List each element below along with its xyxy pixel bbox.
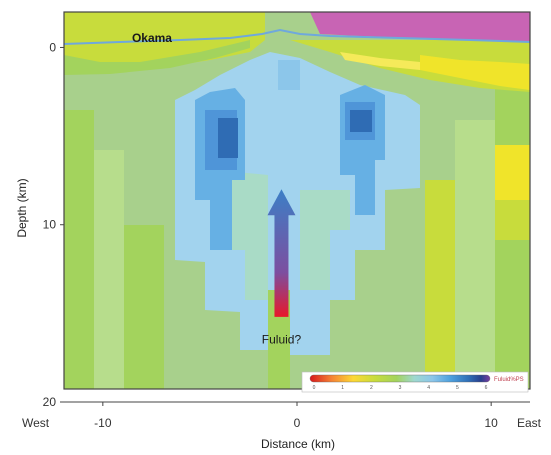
- y-tick-label: 0: [49, 40, 56, 54]
- anomaly-mint-right: [300, 190, 350, 290]
- fluid-arrow: [267, 189, 296, 317]
- colorbar-gradient: [309, 374, 491, 383]
- annotation-okama: Okama: [132, 31, 172, 45]
- colorbar-tick-label: 2: [370, 385, 373, 391]
- shallow-yellow-right: [420, 55, 530, 90]
- colorbar-tick-label: 0: [313, 385, 316, 391]
- x-tick-label: 10: [484, 416, 498, 430]
- y-tick-label: 20: [43, 395, 57, 409]
- anomaly-right-dark: [350, 110, 372, 132]
- x-end-label-east: East: [517, 416, 542, 430]
- x-ticks: -10 0 10: [94, 402, 498, 430]
- colorbar-ticks: 0 1 2 3 4 5 6: [313, 385, 488, 391]
- region-right-yellow: [495, 145, 530, 200]
- colorbar-tick-label: 5: [456, 385, 459, 391]
- surface-topo-line: [64, 28, 530, 45]
- shallow-layer-left-green: [64, 40, 250, 75]
- region-left-mid: [124, 225, 164, 389]
- region-right-mid: [425, 180, 455, 389]
- plot-frame: [63, 11, 531, 390]
- x-axis-label: Distance (km): [261, 437, 335, 451]
- colorbar-label: Fuluid%PS: [494, 377, 524, 383]
- region-left-outer: [64, 110, 94, 389]
- x-end-label-west: West: [22, 416, 50, 430]
- colorbar-tick-label: 3: [399, 385, 402, 391]
- region-right-inner: [455, 120, 495, 389]
- colorbar-tick-label: 4: [427, 385, 430, 391]
- annotation-fluid: Fuluid?: [262, 333, 302, 347]
- shallow-yellow-right2: [340, 52, 420, 70]
- colorbar-tick-label: 6: [485, 385, 488, 391]
- y-ticks: 0 10 20: [43, 40, 64, 409]
- colorbar: 0 1 2 3 4 5 6 Fuluid%PS: [301, 371, 529, 393]
- region-right-ygreen: [495, 200, 530, 240]
- x-tick-label: -10: [94, 416, 112, 430]
- surface-magenta-layer: [310, 12, 530, 42]
- x-tick-label: 0: [294, 416, 301, 430]
- y-tick-label: 10: [43, 218, 57, 232]
- summit-patch: [278, 60, 300, 90]
- colorbar-tick-label: 1: [341, 385, 344, 391]
- region-left-inner: [94, 150, 124, 389]
- anomaly-left-dark: [218, 118, 238, 158]
- heatmap: [64, 12, 530, 389]
- y-axis-label: Depth (km): [15, 178, 29, 237]
